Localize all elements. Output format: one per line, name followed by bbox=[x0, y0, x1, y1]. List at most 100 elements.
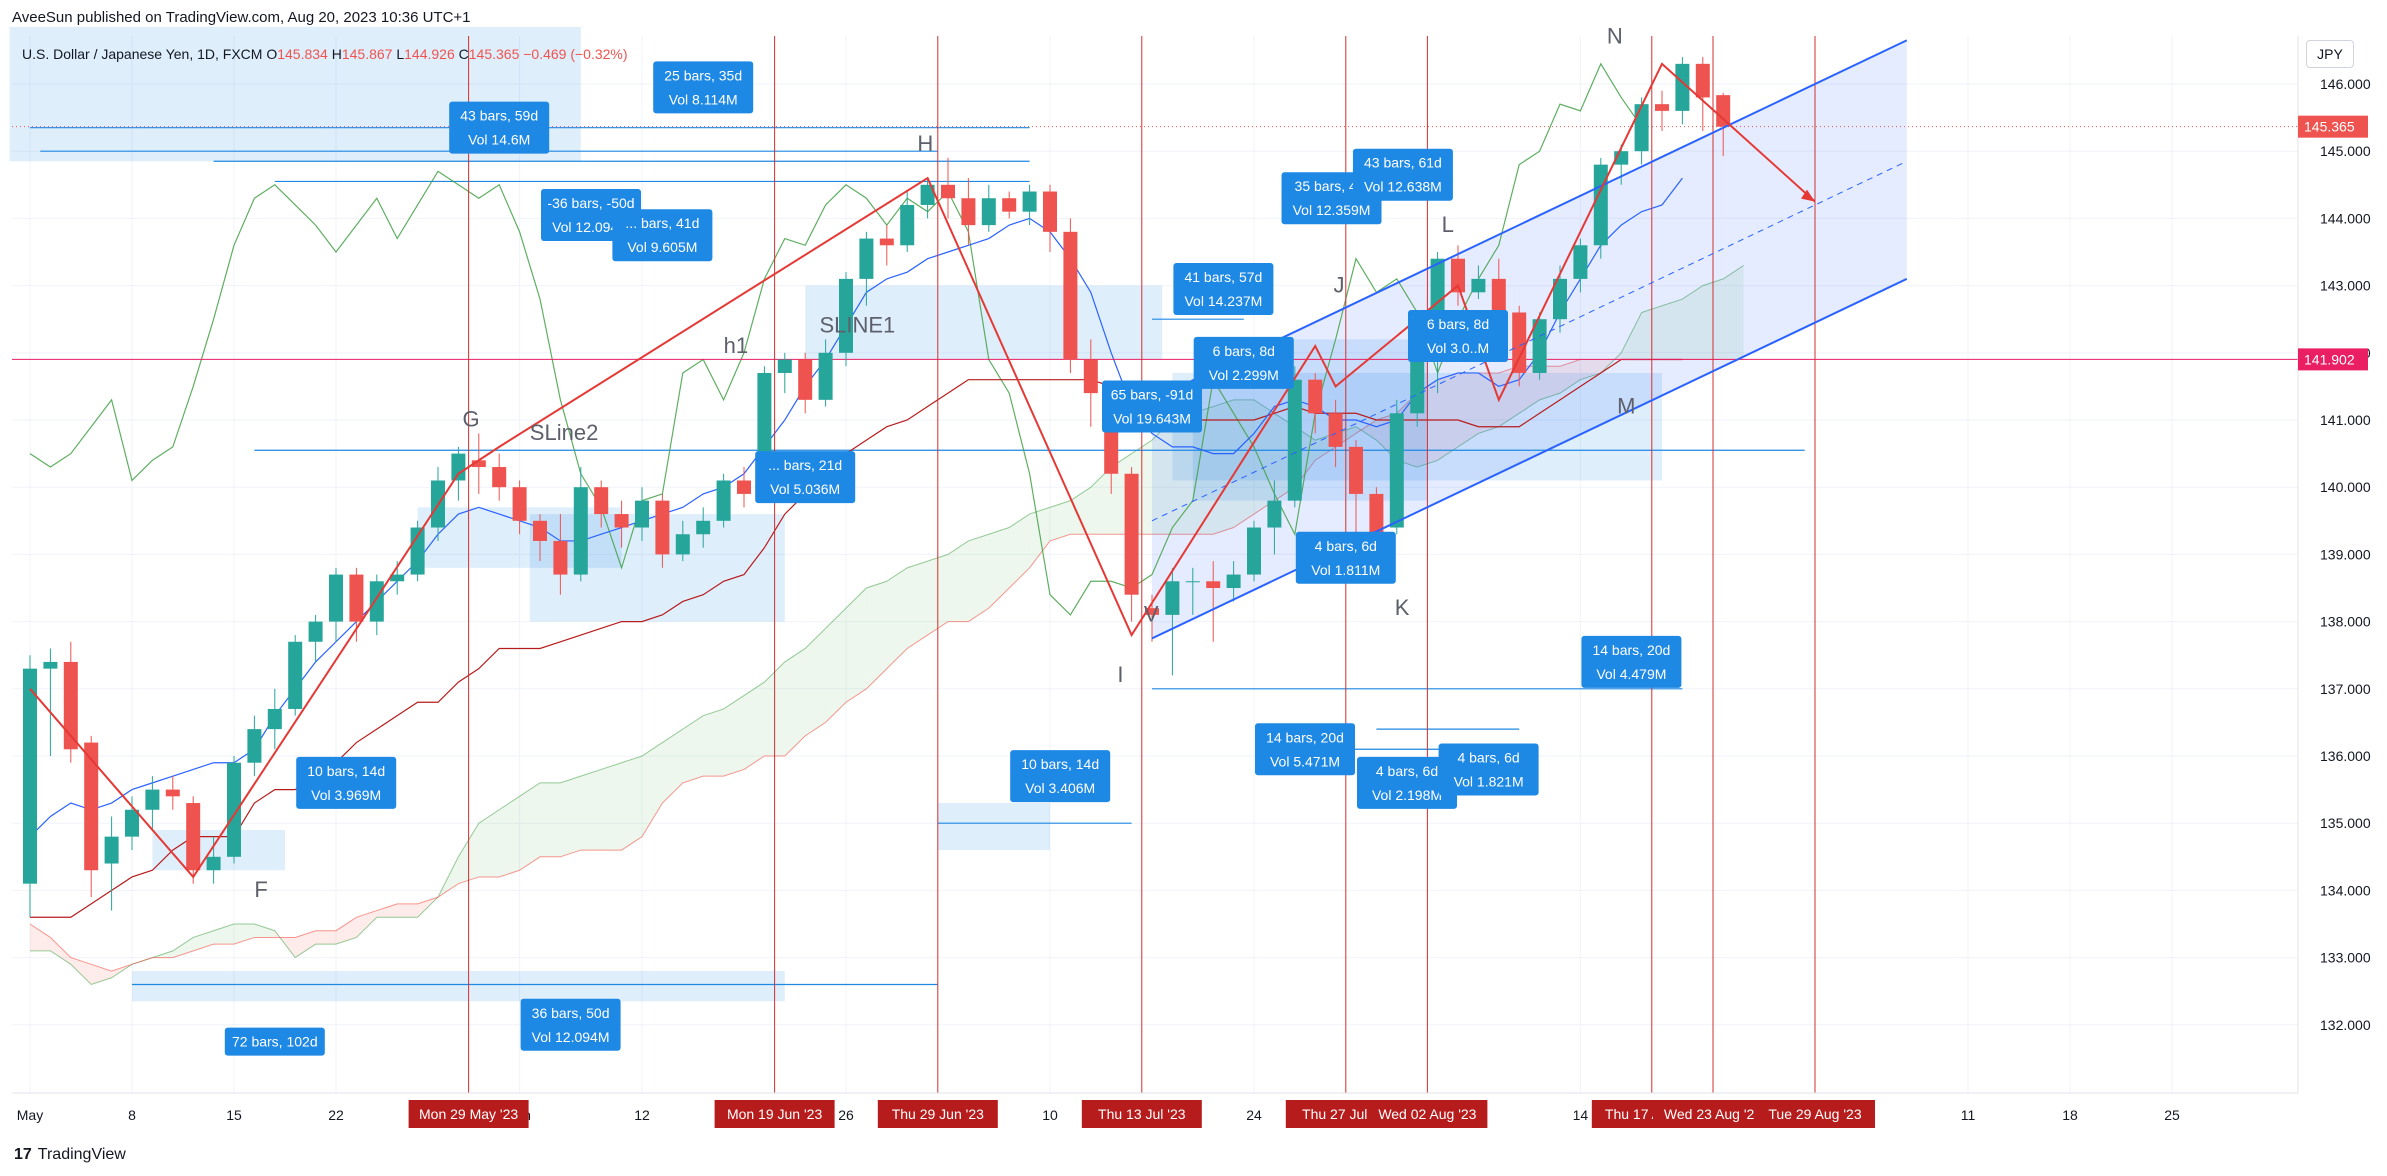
cloud-segment bbox=[723, 695, 744, 777]
measure-label-line2: Vol 8.114M bbox=[669, 91, 738, 107]
measure-label-line1: 6 bars, 8d bbox=[1213, 343, 1275, 359]
cloud-segment bbox=[254, 924, 275, 938]
date-marker-label: Mon 19 Jun '23 bbox=[714, 1100, 835, 1128]
channel-lower-line bbox=[1151, 277, 1908, 640]
cloud-segment bbox=[172, 937, 194, 958]
pattern-point-label: h1 bbox=[724, 333, 748, 358]
tradingview-logo[interactable]: 17 TradingView bbox=[14, 1146, 126, 1164]
tenkan-line bbox=[29, 177, 1683, 838]
measure-label: 6 bars, 8d Vol 2.299M bbox=[1193, 336, 1294, 389]
candle-body bbox=[1532, 319, 1547, 373]
pattern-point-label: H bbox=[917, 131, 933, 156]
measure-label-box bbox=[1408, 310, 1508, 362]
time-axis: May81522Jun1226102414111825Mon 29 May '2… bbox=[0, 1092, 2387, 1138]
time-tick-label: 8 bbox=[128, 1107, 136, 1123]
cloud-segment bbox=[948, 540, 969, 622]
grid bbox=[12, 36, 2298, 1093]
candle-body bbox=[471, 460, 486, 468]
currency-button[interactable]: JPY bbox=[2306, 40, 2354, 68]
measure-label-line1: 14 bars, 20d bbox=[1266, 729, 1344, 745]
measure-label-line2: Vol 2.299M bbox=[1209, 367, 1279, 383]
measure-label-box bbox=[1295, 531, 1396, 584]
candle-body bbox=[165, 789, 180, 797]
cloud-segment bbox=[601, 762, 622, 851]
time-tick-label: 25 bbox=[2164, 1107, 2180, 1123]
tradingview-logo-text: TradingView bbox=[37, 1146, 126, 1163]
symbol-header: U.S. Dollar / Japanese Yen, 1D, FXCM O14… bbox=[22, 46, 628, 62]
time-tick-label: 26 bbox=[838, 1107, 854, 1123]
cloud-segment bbox=[397, 903, 418, 918]
candle-body bbox=[206, 856, 221, 871]
candle-body bbox=[288, 641, 303, 709]
date-marker-lines bbox=[468, 36, 1816, 1093]
candle-body bbox=[1002, 198, 1017, 212]
date-marker-text: Mon 29 May '23 bbox=[419, 1106, 518, 1122]
cloud-segment bbox=[580, 769, 602, 851]
cloud-segment bbox=[376, 903, 398, 918]
candle-body bbox=[1655, 104, 1669, 111]
measure-label-line2: Vol 12.638M bbox=[1364, 179, 1442, 195]
measure-label: 43 bars, 61d Vol 12.638M bbox=[1352, 148, 1453, 201]
candle-body bbox=[879, 238, 894, 246]
time-tick-label: 14 bbox=[1573, 1107, 1589, 1123]
candle-body bbox=[1165, 581, 1180, 615]
channel-mid-line bbox=[1151, 160, 1908, 522]
cloud-segment bbox=[825, 608, 846, 723]
candle-body bbox=[63, 661, 78, 750]
pattern-point-label: SLine2 bbox=[530, 420, 599, 445]
measure-label-line1: ... bars, 21d bbox=[768, 457, 842, 473]
price-tick-label: 134.000 bbox=[2320, 882, 2371, 898]
measure-label-line1: 4 bars, 6d bbox=[1376, 763, 1438, 779]
candle-body bbox=[1491, 278, 1506, 313]
price-tick-label: 133.000 bbox=[2320, 950, 2371, 966]
candle-body bbox=[1695, 63, 1710, 98]
price-tick-label: 137.000 bbox=[2320, 681, 2371, 697]
cloud-segment bbox=[744, 682, 765, 770]
cloud-segment bbox=[682, 715, 704, 783]
price-tick-label: 143.000 bbox=[2320, 278, 2371, 294]
date-marker-label: Wed 23 Aug '23 bbox=[1653, 1100, 1773, 1128]
measure-label: ... bars, 21d Vol 5.036M bbox=[755, 451, 856, 504]
range-boxes bbox=[9, 26, 1662, 1002]
measure-label-box bbox=[1357, 756, 1457, 809]
measure-label-box bbox=[1352, 148, 1453, 201]
parallel-channel-fill bbox=[1152, 40, 1907, 639]
price-tick-label: 146.000 bbox=[2320, 76, 2371, 92]
candle-body bbox=[839, 278, 853, 353]
pattern-point-label: V bbox=[1144, 602, 1159, 627]
candle-body bbox=[1308, 379, 1323, 414]
measure-label: ... bars, 41d Vol 9.605M bbox=[612, 209, 713, 262]
candle-body bbox=[1593, 164, 1608, 246]
measure-label-line2: Vol 19.643M bbox=[1113, 411, 1191, 427]
date-marker-box bbox=[408, 1100, 529, 1128]
price-tick-label: 135.000 bbox=[2320, 815, 2371, 831]
range-box bbox=[937, 803, 1050, 851]
measure-label-box bbox=[1173, 262, 1274, 315]
cloud-segment bbox=[1070, 487, 1091, 535]
cloud-segment bbox=[1539, 366, 1560, 400]
candle-body bbox=[1389, 413, 1404, 528]
time-tick-label: 15 bbox=[226, 1107, 242, 1123]
candle-body bbox=[369, 581, 384, 622]
candle-body bbox=[1083, 359, 1098, 394]
cloud-segment bbox=[1682, 285, 1703, 360]
date-marker-text: Wed 02 Aug '23 bbox=[1378, 1106, 1476, 1122]
candle-body bbox=[737, 480, 751, 494]
cloud-segment bbox=[315, 930, 336, 945]
pattern-point-label: K bbox=[1395, 595, 1410, 620]
candle-body bbox=[1471, 278, 1486, 293]
measure-label-line1: 14 bars, 20d bbox=[1592, 642, 1670, 658]
cloud-segment bbox=[336, 917, 357, 945]
date-marker-label: Thu 29 Jun '23 bbox=[877, 1100, 998, 1128]
candle-body bbox=[1553, 278, 1567, 320]
candle-body bbox=[1206, 581, 1221, 588]
measure-label: 14 bars, 20d Vol 4.479M bbox=[1581, 635, 1682, 688]
candle-body bbox=[492, 467, 507, 488]
candle-body bbox=[1043, 191, 1057, 232]
measure-label-box bbox=[520, 998, 621, 1051]
candle-body bbox=[635, 500, 649, 528]
cloud-segment bbox=[1437, 372, 1458, 461]
candle-body bbox=[1716, 95, 1731, 127]
price-axis: 146.000145.000144.000143.000142.000141.0… bbox=[2297, 36, 2387, 1093]
